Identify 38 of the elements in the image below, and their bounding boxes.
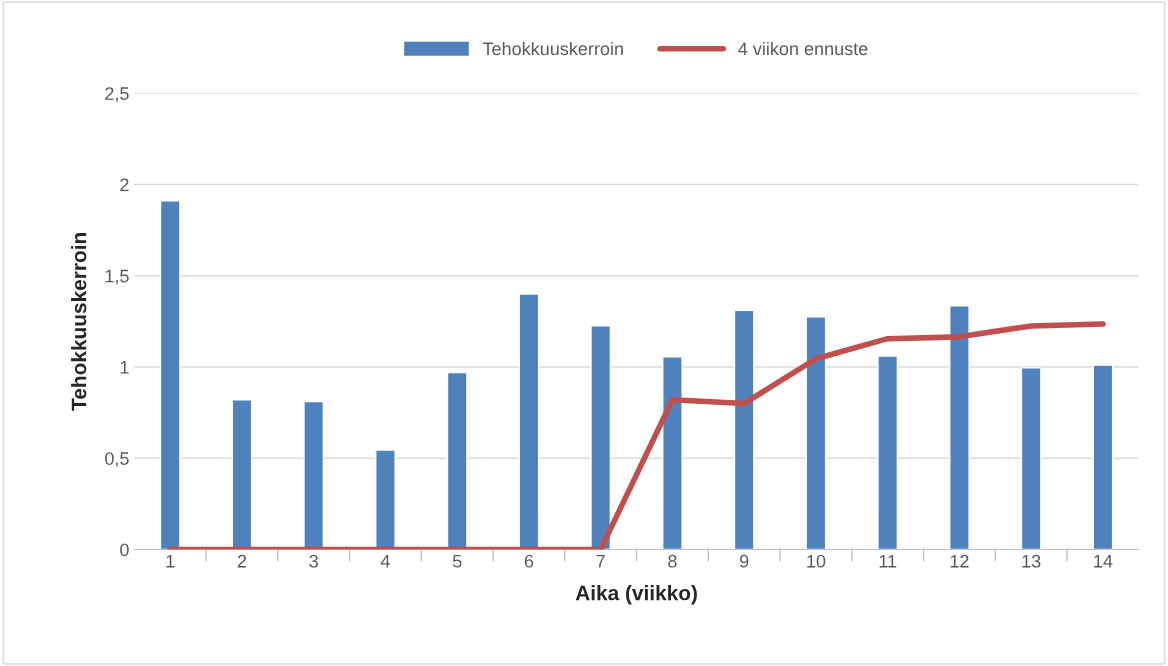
bar (446, 371, 468, 550)
bar (805, 316, 827, 550)
y-tick-label: 2 (120, 178, 129, 192)
x-tick-label: 3 (309, 554, 318, 568)
x-tick-label: 7 (596, 554, 605, 568)
x-tick-label: 8 (668, 554, 677, 568)
x-tick-label: 6 (524, 554, 534, 568)
y-tick-label: 1 (120, 361, 129, 374)
legend-label: Tehokkuuskerroin (482, 41, 623, 56)
bar (159, 200, 181, 550)
y-tick-label: 1,5 (105, 269, 129, 285)
bar (518, 293, 540, 550)
bar (375, 449, 396, 550)
bar (877, 355, 899, 550)
bar (1020, 367, 1042, 550)
y-tick-label: 0,5 (105, 452, 129, 468)
legend-label: 4 viikon ennuste (738, 41, 868, 56)
x-axis-title: Aika (viikko) (575, 585, 697, 605)
y-axis-title: Tehokkuuskerroin (71, 233, 87, 411)
bar (1092, 364, 1114, 550)
x-tick-label: 9 (740, 554, 749, 568)
bar (231, 399, 253, 550)
x-tick-label: 11 (879, 554, 897, 568)
y-tick-label: 0 (120, 543, 129, 557)
x-tick-label: 4 (380, 554, 390, 568)
bar (590, 325, 612, 550)
x-tick-label: 10 (807, 554, 826, 568)
x-tick-label: 14 (1094, 554, 1113, 568)
bar (733, 309, 755, 550)
x-tick-label: 2 (237, 554, 247, 568)
x-tick-label: 1 (166, 554, 175, 568)
bar (303, 400, 325, 550)
bar (662, 356, 683, 550)
y-tick-label: 2,5 (105, 87, 129, 103)
x-tick-label: 12 (950, 554, 969, 568)
bar (949, 305, 970, 550)
x-tick-label: 13 (1022, 554, 1041, 568)
x-tick-label: 5 (452, 554, 462, 568)
